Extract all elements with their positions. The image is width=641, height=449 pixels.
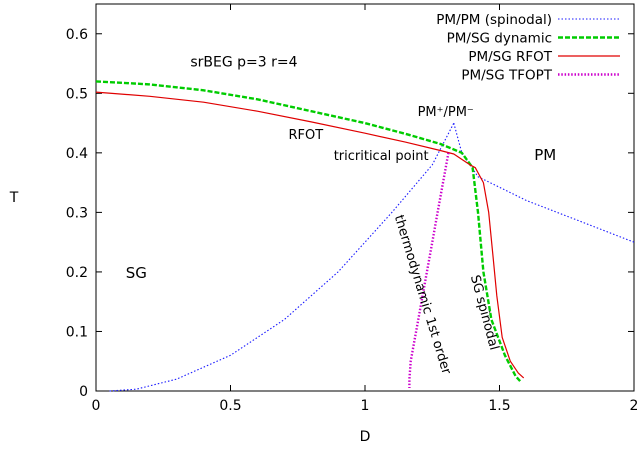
y-tick-label: 0.3 [66,205,88,221]
y-tick-label: 0.4 [66,146,88,162]
series-line-0 [453,122,635,243]
series-line-0 [109,122,455,392]
series-line-1 [95,80,522,383]
y-tick-label: 0.5 [66,86,88,102]
legend-label-0: PM/PM (spinodal) [436,12,552,28]
y-tick-label: 0.6 [66,27,88,43]
series-line-3 [408,152,450,388]
annotation-pm-region: PM [534,146,556,164]
x-tick-label: 1 [361,398,370,414]
annotation-sg-region: SG [126,264,147,282]
annotation-thermo: thermodynamic 1st order [391,213,454,376]
x-tick-label: 0.5 [219,398,241,414]
axis-ticks: 0 0.5 1 1.5 2 0 0.1 0.2 0.3 0.4 0.5 0.6 [66,4,639,414]
x-tick-label: 2 [630,398,639,414]
plot-frame [95,3,635,392]
legend-label-2: PM/SG RFOT [468,49,552,65]
x-tick-label: 0 [92,398,101,414]
x-tick-label: 1.5 [488,398,510,414]
legend: PM/PM (spinodal) PM/SG dynamic PM/SG RFOT P… [436,12,620,84]
x-axis-label: D [360,429,371,445]
annotation-tricritical: tricritical point [334,149,429,164]
legend-label-3: PM/SG TFOPT [461,68,552,84]
y-tick-label: 0.2 [66,265,88,281]
series-layer [95,80,635,392]
y-tick-label: 0.1 [66,324,88,340]
annotation-title: srBEG p=3 r=4 [190,55,297,71]
annotation-rfot: RFOT [288,128,323,143]
series-line-2 [95,91,525,379]
legend-label-1: PM/SG dynamic [447,31,552,47]
y-axis-label: T [9,190,19,206]
annotation-pm-pm: PM⁺/PM⁻ [418,105,474,120]
annotations-layer: srBEG p=3 r=4 RFOT tricritical point PM⁺/PM… [126,55,556,377]
y-tick-label: 0 [79,384,88,400]
